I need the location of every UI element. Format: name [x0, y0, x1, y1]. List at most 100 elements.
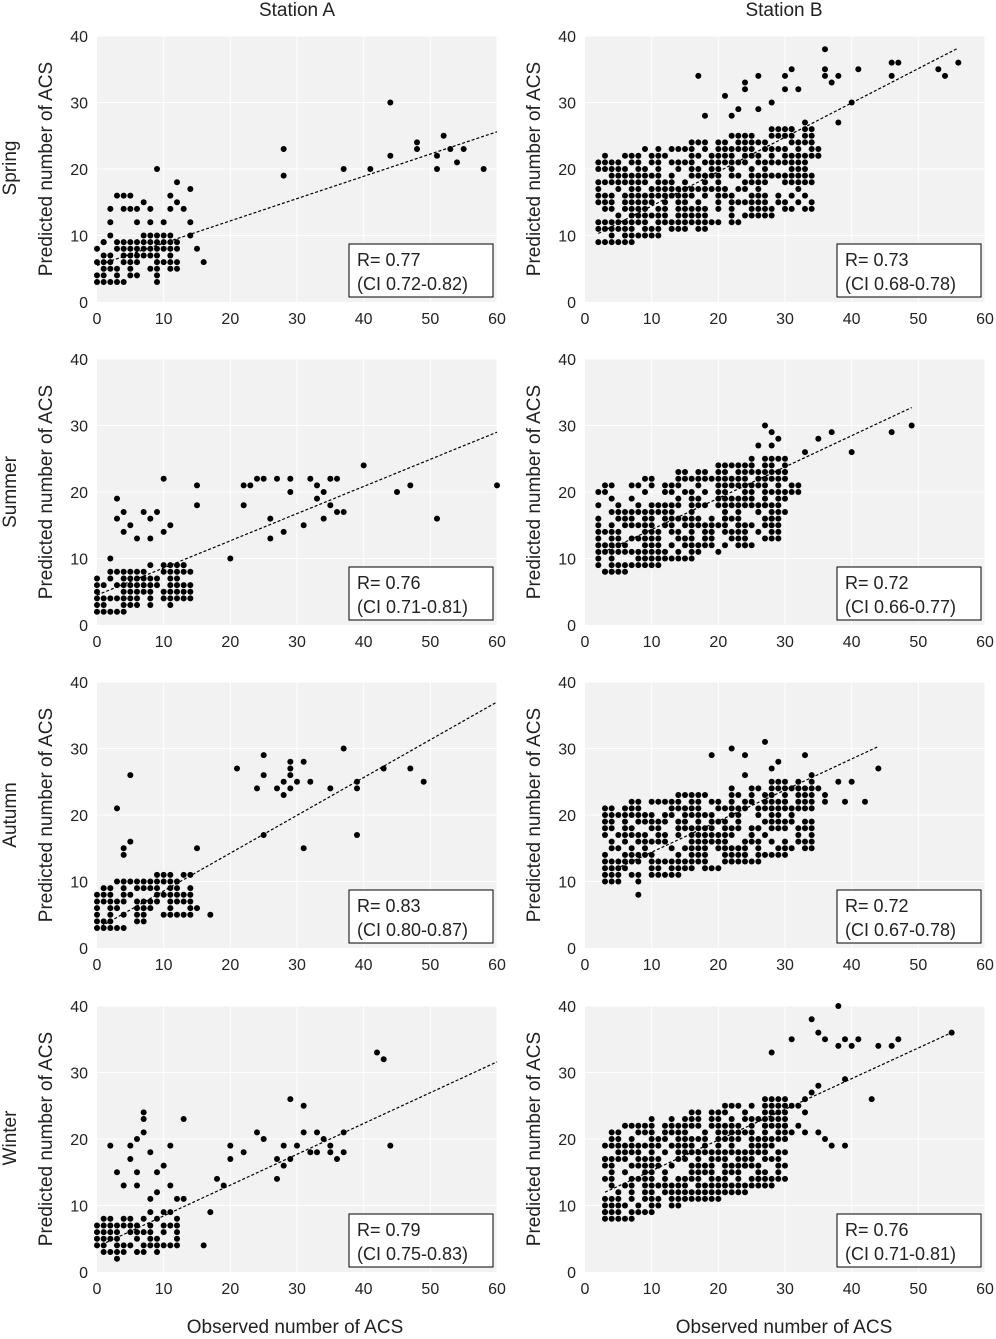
- data-point: [655, 146, 662, 153]
- ci-label: (CI 0.75-0.83): [357, 1244, 468, 1264]
- data-point: [635, 818, 642, 825]
- data-point: [795, 798, 802, 805]
- y-tick-label: 20: [70, 162, 88, 179]
- x-tick-label: 50: [909, 311, 927, 328]
- data-point: [742, 159, 748, 166]
- data-point: [114, 905, 120, 912]
- x-tick-label: 50: [421, 957, 439, 974]
- data-point: [695, 219, 702, 226]
- data-point: [327, 785, 334, 792]
- data-point: [668, 805, 675, 812]
- data-point: [702, 865, 708, 872]
- data-point: [702, 838, 708, 845]
- data-point: [728, 792, 735, 799]
- data-point: [808, 126, 815, 133]
- data-point: [715, 219, 722, 226]
- data-point: [788, 845, 795, 852]
- data-point: [702, 528, 708, 535]
- data-point: [107, 1229, 114, 1236]
- data-point: [795, 159, 802, 166]
- data-point: [114, 1229, 120, 1236]
- data-point: [788, 66, 795, 73]
- data-point: [160, 259, 167, 266]
- data-point: [140, 239, 147, 246]
- data-point: [735, 508, 742, 515]
- data-point: [648, 548, 655, 555]
- data-point: [287, 765, 294, 772]
- data-point: [107, 1235, 114, 1242]
- data-point: [755, 508, 762, 515]
- data-point: [702, 831, 708, 838]
- data-point: [775, 798, 782, 805]
- data-point: [722, 92, 728, 99]
- data-point: [260, 1136, 267, 1142]
- data-point: [768, 798, 775, 805]
- data-point: [167, 575, 174, 582]
- data-point: [635, 1149, 642, 1156]
- data-point: [608, 1155, 615, 1162]
- data-point: [775, 1129, 782, 1136]
- data-point: [127, 522, 134, 529]
- data-point: [167, 891, 174, 898]
- data-point: [140, 1116, 147, 1123]
- data-point: [762, 818, 768, 825]
- data-point: [688, 515, 695, 522]
- data-point: [762, 139, 768, 146]
- x-tick-label: 10: [643, 634, 661, 651]
- data-point: [327, 475, 334, 482]
- data-point: [127, 245, 134, 252]
- row-title-winter: Winter: [0, 1110, 21, 1166]
- data-point: [695, 72, 702, 79]
- data-point: [775, 1169, 782, 1176]
- data-point: [688, 825, 695, 832]
- data-point: [782, 132, 788, 139]
- data-point: [768, 1102, 775, 1109]
- data-point: [434, 152, 440, 159]
- data-point: [708, 1162, 715, 1169]
- data-point: [842, 798, 848, 805]
- data-point: [608, 858, 615, 865]
- data-point: [300, 1129, 307, 1136]
- data-point: [187, 232, 194, 239]
- y-tick-label: 40: [558, 999, 576, 1016]
- data-point: [94, 1222, 100, 1229]
- data-point: [748, 1175, 755, 1182]
- y-tick-label: 10: [558, 229, 576, 246]
- data-point: [748, 489, 755, 495]
- data-point: [655, 1142, 662, 1149]
- data-point: [688, 1175, 695, 1182]
- data-point: [695, 1109, 702, 1116]
- y-tick-label: 40: [70, 29, 88, 46]
- data-point: [628, 192, 635, 199]
- data-point: [715, 1155, 722, 1162]
- data-point: [334, 508, 340, 515]
- data-point: [702, 825, 708, 832]
- y-tick-label: 40: [558, 29, 576, 46]
- data-point: [782, 818, 788, 825]
- data-point: [648, 502, 655, 509]
- data-point: [648, 818, 655, 825]
- x-tick-label: 20: [221, 311, 239, 328]
- data-point: [768, 838, 775, 845]
- data-point: [648, 1122, 655, 1129]
- data-point: [675, 851, 682, 858]
- data-point: [728, 495, 735, 502]
- data-point: [94, 918, 100, 925]
- data-point: [702, 1149, 708, 1156]
- data-point: [94, 911, 100, 918]
- data-point: [695, 1175, 702, 1182]
- data-point: [608, 166, 615, 172]
- data-point: [668, 159, 675, 166]
- data-point: [728, 152, 735, 159]
- data-point: [728, 482, 735, 489]
- data-point: [662, 522, 668, 529]
- data-point: [100, 595, 107, 602]
- data-point: [147, 885, 154, 892]
- data-point: [662, 482, 668, 489]
- data-point: [808, 805, 815, 812]
- data-point: [174, 898, 180, 905]
- data-point: [154, 582, 160, 589]
- data-point: [742, 798, 748, 805]
- data-point: [702, 1162, 708, 1169]
- data-point: [140, 252, 147, 259]
